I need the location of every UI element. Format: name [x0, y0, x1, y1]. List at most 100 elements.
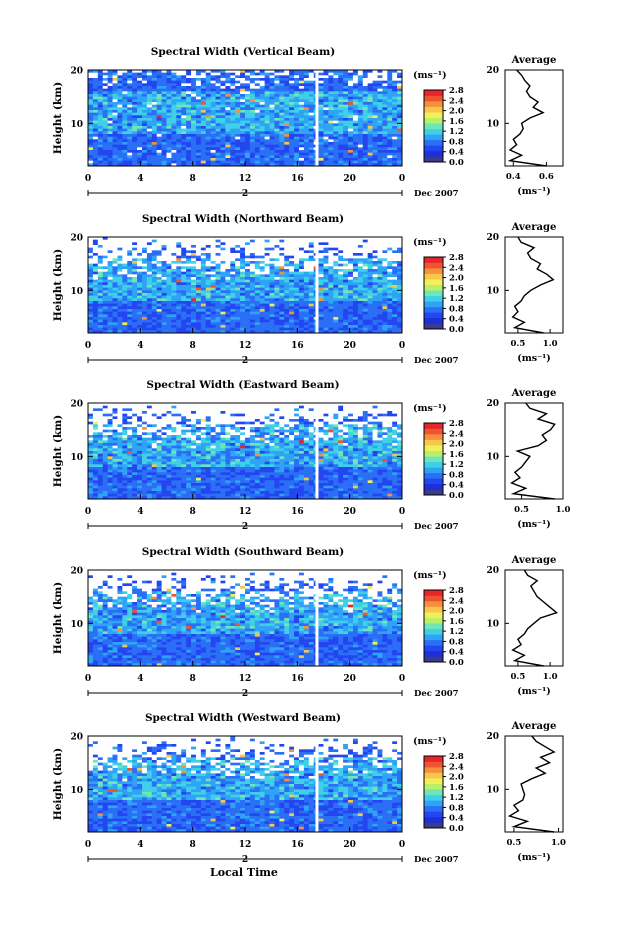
heatmap-cell [333, 253, 338, 256]
heatmap-cell [250, 261, 255, 264]
heatmap-cell [157, 137, 162, 140]
heatmap-cell [338, 129, 343, 132]
heatmap-cell [88, 91, 93, 94]
heatmap-cell [324, 83, 329, 86]
heatmap-cell [363, 285, 368, 288]
heatmap-cell [245, 264, 250, 267]
heatmap-cell [127, 285, 132, 288]
heatmap-cell [122, 89, 127, 92]
heatmap-cell [309, 245, 314, 248]
heatmap-cell [88, 322, 93, 325]
heatmap-cell [319, 113, 324, 116]
heatmap-cell [265, 261, 270, 264]
heatmap-cell [152, 314, 157, 317]
heatmap-cell [176, 314, 181, 317]
heatmap-cell [319, 296, 324, 299]
heatmap-cell [171, 312, 176, 315]
heatmap-cell [162, 301, 167, 304]
heatmap-cell [377, 253, 382, 256]
heatmap-cell [206, 129, 211, 132]
heatmap-cell [392, 256, 397, 259]
heatmap-cell [284, 328, 289, 331]
heatmap-cell [225, 142, 230, 145]
heatmap-cell [260, 261, 265, 264]
heatmap-cell [353, 264, 358, 267]
heatmap-cell [289, 304, 294, 307]
heatmap-cell [274, 97, 279, 100]
heatmap-cell [122, 272, 127, 275]
heatmap-cell [235, 129, 240, 132]
heatmap-cell [103, 317, 108, 320]
heatmap-cell [289, 89, 294, 92]
heatmap-cell [147, 107, 152, 110]
heatmap-cell [260, 131, 265, 134]
heatmap-cell [328, 269, 333, 272]
heatmap-cell [171, 153, 176, 156]
heatmap-cell [113, 99, 118, 102]
heatmap-cell [206, 293, 211, 296]
heatmap-cell [147, 110, 152, 113]
heatmap-cell [211, 406, 216, 409]
heatmap-cell [201, 78, 206, 81]
heatmap-cell [235, 134, 240, 137]
heatmap-cell [328, 158, 333, 161]
heatmap-cell [377, 137, 382, 140]
heatmap-cell [235, 328, 240, 331]
heatmap-cell [142, 411, 147, 414]
heatmap-cell [235, 153, 240, 156]
heatmap-cell [196, 296, 201, 299]
heatmap-cell [157, 245, 162, 248]
heatmap-cell [363, 110, 368, 113]
heatmap-cell [299, 256, 304, 259]
heatmap-cell [113, 123, 118, 126]
heatmap-cell [186, 102, 191, 105]
heatmap-cell [225, 328, 230, 331]
heatmap-cell [387, 293, 392, 296]
heatmap-cell [309, 105, 314, 108]
heatmap-cell [225, 272, 230, 275]
heatmap-cell [392, 328, 397, 331]
heatmap-cell [171, 264, 176, 267]
heatmap-cell [328, 290, 333, 293]
heatmap-cell [328, 240, 333, 243]
heatmap-cell [284, 89, 289, 92]
heatmap-cell [171, 301, 176, 304]
heatmap-cell [117, 115, 122, 118]
heatmap-cell [265, 306, 270, 309]
heatmap-cell [235, 277, 240, 280]
heatmap-cell [117, 296, 122, 299]
heatmap-cell [265, 86, 270, 89]
heatmap-cell [373, 277, 378, 280]
heatmap-cell [363, 107, 368, 110]
heatmap-cell [201, 248, 206, 251]
heatmap-cell [225, 86, 230, 89]
heatmap-cell [162, 256, 167, 259]
heatmap-cell [196, 81, 201, 84]
heatmap-cell [255, 317, 260, 320]
heatmap-cell [220, 153, 225, 156]
heatmap-cell [363, 322, 368, 325]
heatmap-cell [265, 301, 270, 304]
heatmap-cell [206, 150, 211, 153]
heatmap-cell [294, 253, 299, 256]
heatmap-cell [98, 142, 103, 145]
heatmap-cell [186, 288, 191, 291]
heatmap-cell [270, 107, 275, 110]
heatmap-cell [157, 325, 162, 328]
heatmap-cell [127, 131, 132, 134]
heatmap-cell [382, 129, 387, 132]
heatmap-cell [235, 245, 240, 248]
heatmap-cell [147, 89, 152, 92]
heatmap-cell [284, 102, 289, 105]
heatmap-cell [333, 304, 338, 307]
heatmap-cell [255, 242, 260, 245]
heatmap-cell [240, 131, 245, 134]
heatmap-cell [284, 97, 289, 100]
heatmap-cell [265, 99, 270, 102]
heatmap-cell [299, 242, 304, 245]
heatmap-cell [274, 406, 279, 409]
heatmap-cell [103, 145, 108, 148]
heatmap-cell [216, 86, 221, 89]
heatmap-cell [113, 293, 118, 296]
heatmap-cell [279, 298, 284, 301]
